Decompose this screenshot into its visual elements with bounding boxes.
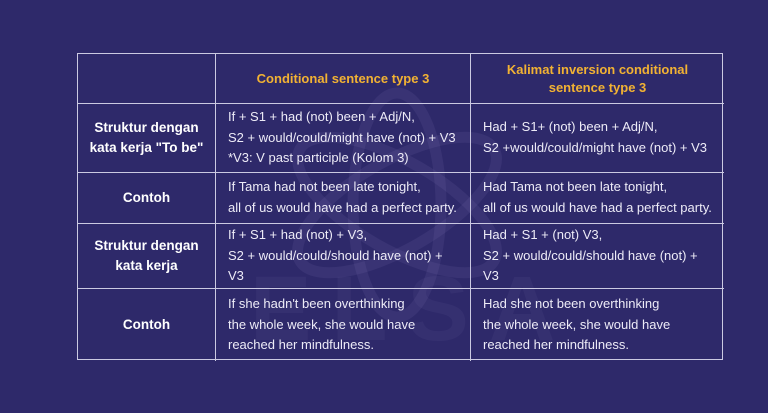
cell-contoh2-inversion: Had she not been overthinking the whole … [471,289,724,361]
cell-contoh1-inversion: Had Tama not been late tonight, all of u… [471,173,724,224]
header-conditional-type3: Conditional sentence type 3 [216,54,471,104]
row-label-struktur-to-be: Struktur dengan kata kerja "To be" [78,104,216,173]
cell-struktur-tobe-inversion: Had + S1+ (not) been + Adj/N, S2 +would/… [471,104,724,173]
header-inversion-type3: Kalimat inversion conditional sentence t… [471,54,724,104]
cell-contoh2-conditional: If she hadn't been overthinking the whol… [216,289,471,361]
header-conditional-text: Conditional sentence type 3 [256,70,430,86]
cell-struktur-kerja-inversion: Had + S1 + (not) V3, S2 + would/could/sh… [471,224,724,289]
cell-struktur-tobe-conditional: If + S1 + had (not) been + Adj/N, S2 + w… [216,104,471,173]
cell-text: Had Tama not been late tonight, all of u… [483,179,712,215]
header-inversion-text: Kalimat inversion conditional sentence t… [506,61,689,95]
cell-text: If + S1 + had (not) + V3, S2 + would/cou… [228,226,443,284]
cell-text: Had + S1+ (not) been + Adj/N, S2 +would/… [483,119,708,155]
cell-text: Had + S1 + (not) V3, S2 + would/could/sh… [483,226,698,284]
cell-struktur-kerja-conditional: If + S1 + had (not) + V3, S2 + would/cou… [216,224,471,289]
cell-text: If + S1 + had (not) been + Adj/N, S2 + w… [228,108,456,166]
row-label-text: Contoh [122,316,171,332]
cell-text: Had she not been overthinking the whole … [483,295,671,353]
header-blank-cell [78,54,216,104]
row-label-text: Contoh [122,189,171,205]
row-label-contoh-2: Contoh [78,289,216,361]
conditional-comparison-table: Conditional sentence type 3 Kalimat inve… [77,53,724,361]
row-label-text: Struktur dengan kata kerja [94,237,199,273]
row-label-struktur-kata-kerja: Struktur dengan kata kerja [78,224,216,289]
row-label-contoh-1: Contoh [78,173,216,224]
cell-contoh1-conditional: If Tama had not been late tonight, all o… [216,173,471,224]
cell-text: If she hadn't been overthinking the whol… [228,295,416,353]
cell-text: If Tama had not been late tonight, all o… [228,179,457,215]
row-label-text: Struktur dengan kata kerja "To be" [89,119,204,155]
